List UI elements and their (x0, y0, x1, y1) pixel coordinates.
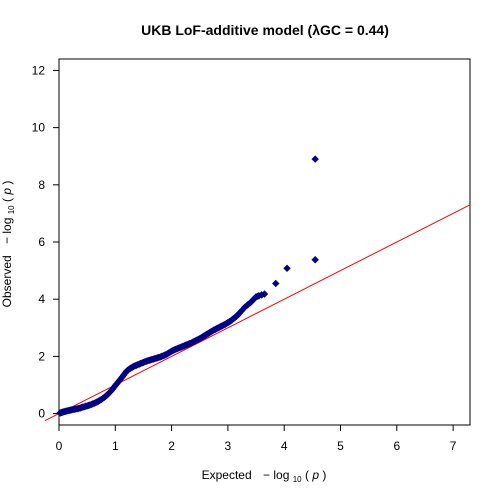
x-tick-label: 6 (393, 439, 400, 453)
y-axis-label-close: ) (0, 181, 14, 185)
x-tick-label: 0 (56, 439, 63, 453)
y-axis-label-var: p (0, 188, 14, 196)
y-axis-label: Observed − log 10 ( p ) (0, 181, 17, 308)
x-tick-label: 2 (168, 439, 175, 453)
x-axis-label-open: ( (305, 468, 309, 482)
y-axis: 0 2 4 6 8 10 12 (32, 63, 59, 421)
x-axis-label-var: p (311, 468, 319, 482)
data-point (311, 256, 319, 264)
y-axis-label-sub: 10 (7, 205, 16, 214)
y-tick-label: 10 (32, 121, 46, 135)
data-point (260, 290, 269, 298)
x-axis: 0 1 2 3 4 5 6 7 (56, 425, 457, 453)
data-point-outlier (311, 155, 319, 163)
x-axis-label-log: log (273, 468, 289, 482)
y-axis-label-open: ( (0, 198, 14, 202)
y-tick-label: 8 (38, 178, 45, 192)
y-tick-label: 12 (32, 63, 46, 77)
chart-title: UKB LoF-additive model (λGC = 0.44) (141, 22, 389, 38)
x-axis-label-close: ) (322, 468, 326, 482)
x-tick-label: 4 (281, 439, 288, 453)
x-axis-label-sub: 10 (293, 475, 302, 484)
x-tick-label: 5 (337, 439, 344, 453)
y-axis-label-minus: − (0, 237, 14, 244)
y-tick-label: 0 (38, 407, 45, 421)
y-axis-label-log: log (0, 218, 14, 234)
data-point (283, 264, 291, 273)
x-axis-label: Expected − log 10 ( p ) (202, 468, 327, 485)
reference-line-layer (44, 204, 471, 422)
x-tick-label: 7 (450, 439, 457, 453)
x-axis-label-minus: − (263, 468, 270, 482)
y-tick-label: 6 (38, 235, 45, 249)
data-point (272, 279, 280, 288)
y-axis-label-prefix: Observed (0, 255, 14, 307)
plot-frame (58, 58, 471, 426)
x-tick-label: 3 (225, 439, 232, 453)
plot-area (58, 58, 471, 426)
data-points (56, 155, 319, 417)
y-tick-label: 2 (38, 349, 45, 363)
reference-line (44, 204, 471, 422)
x-axis-label-prefix: Expected (202, 468, 252, 482)
y-tick-label: 4 (38, 292, 45, 306)
x-tick-label: 1 (112, 439, 119, 453)
